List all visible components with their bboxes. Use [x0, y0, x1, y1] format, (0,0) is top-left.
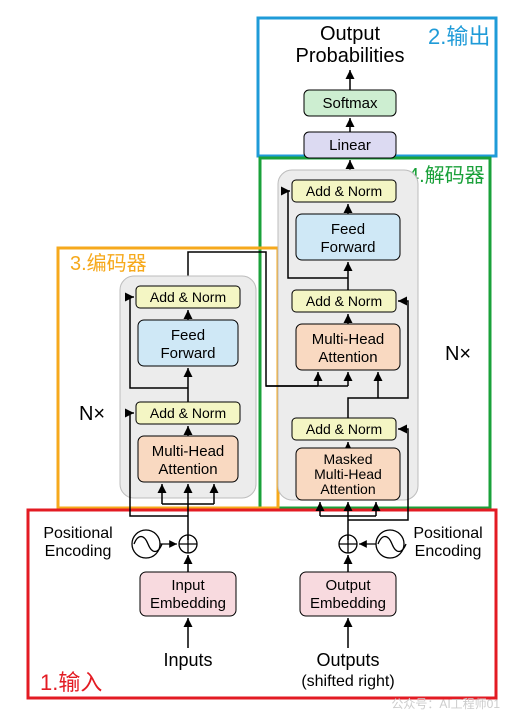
encoder-nx: N×: [79, 403, 105, 425]
inputs-label: Inputs: [163, 650, 212, 670]
enc-mha1: Multi-Head: [152, 443, 225, 460]
decoder-nx: N×: [445, 343, 471, 365]
output-prob-line1: Output: [320, 23, 380, 45]
posenc-left-l2: Encoding: [45, 543, 112, 560]
posenc-right-l2: Encoding: [415, 543, 482, 560]
dec-mha2: Attention: [318, 349, 377, 366]
enc-addnorm1-label: Add & Norm: [150, 289, 226, 305]
softmax-label: Softmax: [322, 95, 378, 112]
dec-mmha1: Masked: [323, 451, 372, 467]
watermark: 公众号：AI工程师01: [391, 696, 500, 711]
dec-mmha3: Attention: [320, 481, 375, 497]
posenc-right-l1: Positional: [413, 525, 482, 542]
dec-mha1: Multi-Head: [312, 331, 385, 348]
dec-ff1: Feed: [331, 221, 365, 238]
output-embed-l1: Output: [325, 577, 371, 594]
enc-addnorm2-label: Add & Norm: [150, 405, 226, 421]
section-input-label: 1.输入: [40, 670, 102, 695]
dec-addnorm1-label: Add & Norm: [306, 183, 382, 199]
dec-addnorm3-label: Add & Norm: [306, 421, 382, 437]
output-embed-l2: Embedding: [310, 595, 386, 612]
enc-mha2: Attention: [158, 461, 217, 478]
dec-ff2: Forward: [320, 239, 375, 256]
enc-ff1: Feed: [171, 327, 205, 344]
transformer-diagram: 2.输出 4.解码器 3.编码器 1.输入 Output Probabiliti…: [0, 0, 519, 715]
posenc-left-l1: Positional: [43, 525, 112, 542]
dec-addnorm2-label: Add & Norm: [306, 293, 382, 309]
input-embed-l2: Embedding: [150, 595, 226, 612]
linear-label: Linear: [329, 137, 371, 154]
input-embed-l1: Input: [171, 577, 205, 594]
dec-mmha2: Multi-Head: [314, 466, 382, 482]
posenc-right: [339, 530, 406, 558]
enc-ff2: Forward: [160, 345, 215, 362]
section-decoder-label: 4.解码器: [408, 164, 485, 187]
section-output-label: 2.输出: [428, 24, 490, 49]
section-encoder-label: 3.编码器: [70, 252, 147, 275]
outputs-label-l1: Outputs: [316, 650, 379, 670]
output-prob-line2: Probabilities: [296, 45, 405, 67]
outputs-label-l2: (shifted right): [301, 673, 394, 690]
